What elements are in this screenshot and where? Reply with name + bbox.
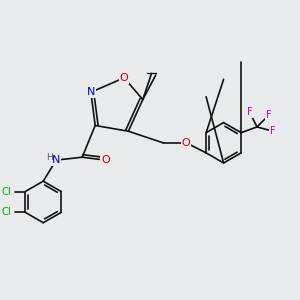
Text: N: N	[87, 87, 95, 97]
Text: O: O	[101, 155, 110, 165]
Text: Cl: Cl	[2, 207, 11, 217]
Text: H: H	[46, 153, 52, 162]
Text: O: O	[120, 73, 128, 83]
Text: N: N	[52, 155, 60, 165]
Text: F: F	[270, 126, 276, 136]
Text: O: O	[182, 138, 190, 148]
Text: Cl: Cl	[2, 187, 11, 196]
Text: F: F	[247, 107, 253, 118]
Text: F: F	[266, 110, 272, 120]
